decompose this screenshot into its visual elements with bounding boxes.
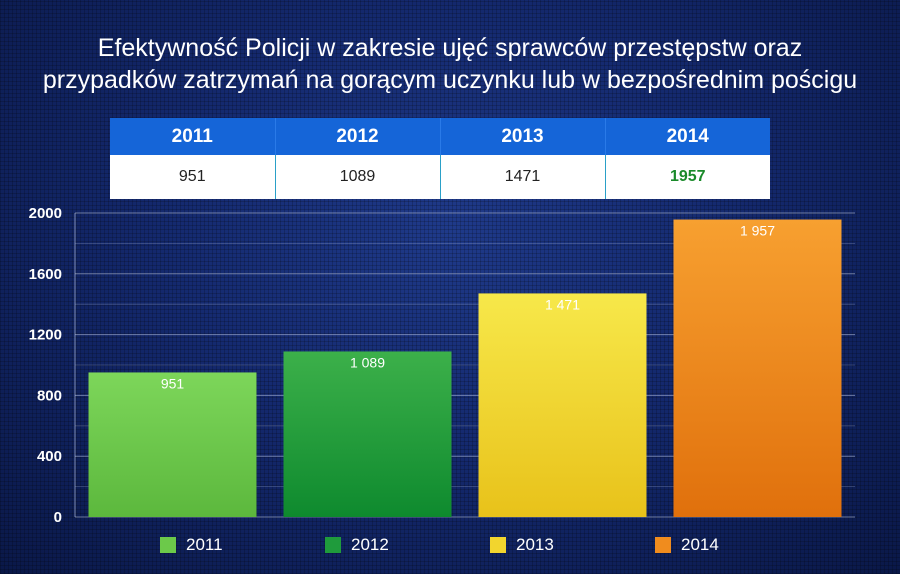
bar-2014 (673, 219, 842, 517)
summary-header-2011: 2011 (110, 118, 276, 155)
summary-header-2012: 2012 (275, 118, 441, 155)
legend-label: 2013 (516, 535, 554, 554)
summary-value-2011: 951 (110, 155, 276, 199)
summary-table: 2011 2012 2013 2014 951 1089 1471 1957 (110, 118, 770, 199)
legend-label: 2011 (186, 535, 223, 554)
y-tick-label: 0 (54, 509, 62, 526)
summary-value-2014: 1957 (605, 155, 770, 199)
legend-label: 2012 (351, 535, 389, 554)
chart-legend: 2011 2012 2013 2014 (0, 535, 900, 557)
y-tick-label: 2000 (29, 205, 62, 222)
summary-header-2014: 2014 (605, 118, 770, 155)
legend-swatch (325, 537, 341, 553)
title-line-1: Efektywność Policji w zakresie ujęć spra… (97, 34, 803, 62)
legend-label: 2014 (681, 535, 719, 554)
chart-title: Efektywność Policji w zakresie ujęć spra… (0, 32, 900, 96)
summary-header-2013: 2013 (440, 118, 606, 155)
y-tick-label: 800 (37, 387, 62, 404)
legend-item-2012: 2012 (325, 535, 389, 555)
legend-item-2011: 2011 (160, 535, 223, 555)
data-label-2012: 1 089 (350, 354, 385, 370)
data-label-2013: 1 471 (545, 296, 580, 312)
data-label-2014: 1 957 (740, 223, 775, 239)
y-tick-label: 1600 (29, 266, 62, 283)
bar-2012 (283, 351, 452, 517)
data-label-2011: 951 (161, 375, 185, 391)
legend-item-2014: 2014 (655, 535, 719, 555)
legend-swatch (490, 537, 506, 553)
legend-swatch (160, 537, 176, 553)
title-line-2: przypadków zatrzymań na gorącym uczynku … (42, 66, 858, 94)
bar-2011 (88, 372, 257, 517)
legend-swatch (655, 537, 671, 553)
summary-header-row: 2011 2012 2013 2014 (110, 118, 770, 155)
y-tick-label: 1200 (29, 327, 62, 344)
summary-value-2013: 1471 (440, 155, 606, 199)
legend-item-2013: 2013 (490, 535, 554, 555)
bar-2013 (478, 293, 647, 517)
summary-value-2012: 1089 (275, 155, 441, 199)
summary-value-row: 951 1089 1471 1957 (110, 155, 770, 199)
y-tick-label: 400 (37, 448, 62, 465)
